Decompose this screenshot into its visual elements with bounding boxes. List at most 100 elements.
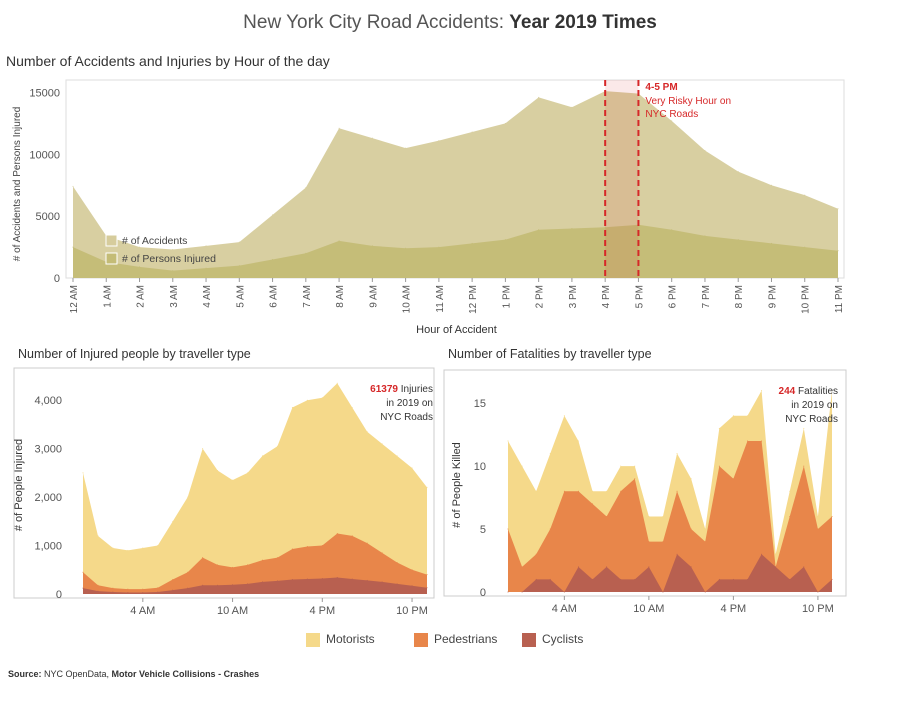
chart1-yaxis-label: # of Accidents and Persons Injured bbox=[12, 107, 23, 262]
chart2-point-1-14 bbox=[291, 548, 293, 550]
chart1-point-1-20 bbox=[737, 239, 739, 241]
chart3-point-2-20 bbox=[789, 578, 791, 580]
chart2-point-0-7 bbox=[187, 496, 189, 498]
chart2-point-1-16 bbox=[321, 545, 323, 547]
chart3-point-2-2 bbox=[535, 578, 537, 580]
chart1-point-0-9 bbox=[371, 137, 373, 139]
chart2-point-1-1 bbox=[97, 584, 99, 586]
chart1-point-0-4 bbox=[205, 245, 207, 247]
chart3-point-2-5 bbox=[577, 566, 579, 568]
chart3-point-2-21 bbox=[803, 566, 805, 568]
chart2-point-0-19 bbox=[366, 431, 368, 433]
chart2-point-1-18 bbox=[351, 535, 353, 537]
chart1-point-1-11 bbox=[438, 246, 440, 248]
chart1-highlight-text-line1: Very Risky Hour on bbox=[645, 96, 731, 107]
chart1-point-1-3 bbox=[172, 270, 174, 272]
chart3-xtick-label-0: 4 AM bbox=[552, 603, 577, 615]
chart3-point-0-23 bbox=[831, 390, 833, 392]
chart3-point-2-1 bbox=[521, 591, 523, 593]
chart3-ytick-label-3: 15 bbox=[474, 398, 486, 410]
chart2-point-0-22 bbox=[411, 467, 413, 469]
chart1-point-0-22 bbox=[804, 194, 806, 196]
chart1-point-0-18 bbox=[671, 120, 673, 122]
chart2-point-1-5 bbox=[157, 587, 159, 589]
chart3-point-1-6 bbox=[592, 503, 594, 505]
chart3-point-1-20 bbox=[789, 515, 791, 517]
chart2-ytick-label-4: 4,000 bbox=[34, 395, 62, 407]
chart1-point-1-21 bbox=[770, 242, 772, 244]
legend-label-pedestrians: Pedestrians bbox=[434, 632, 498, 646]
chart3-series-pedestrians-area bbox=[508, 440, 832, 592]
chart1-legend-swatch-0 bbox=[105, 234, 118, 247]
chart3-point-0-0 bbox=[507, 440, 509, 442]
chart3-point-1-4 bbox=[563, 490, 565, 492]
chart2-point-2-18 bbox=[351, 578, 353, 580]
chart3-point-0-10 bbox=[648, 515, 650, 517]
chart1-xtick-label-6: 6 AM bbox=[269, 285, 280, 308]
chart3-point-2-0 bbox=[507, 591, 509, 593]
chart1-point-0-8 bbox=[338, 127, 340, 129]
chart2-point-2-15 bbox=[306, 578, 308, 580]
chart2-point-2-5 bbox=[157, 591, 159, 593]
chart3-point-1-22 bbox=[817, 528, 819, 530]
chart2-point-1-8 bbox=[202, 557, 204, 559]
legend-item-cyclists[interactable]: Cyclists bbox=[522, 632, 583, 647]
chart1-point-1-10 bbox=[405, 247, 407, 249]
chart1-xtick-label-1: 1 AM bbox=[102, 285, 113, 308]
chart3-point-2-14 bbox=[704, 591, 706, 593]
chart2-annotation-number: 61379 bbox=[370, 384, 401, 395]
chart3-point-0-14 bbox=[704, 528, 706, 530]
chart2-point-1-11 bbox=[247, 564, 249, 566]
chart1-xtick-label-21: 9 PM bbox=[767, 285, 778, 308]
chart1-point-1-22 bbox=[804, 246, 806, 248]
chart1-point-0-12 bbox=[471, 131, 473, 133]
chart3-point-1-15 bbox=[718, 465, 720, 467]
chart2-xtick-label-3: 10 PM bbox=[396, 605, 428, 617]
chart3-point-0-11 bbox=[662, 515, 664, 517]
chart1-xtick-label-5: 5 AM bbox=[235, 285, 246, 308]
chart1-title: Number of Accidents and Injuries by Hour… bbox=[6, 53, 330, 69]
chart2-point-2-3 bbox=[127, 592, 129, 594]
chart1-point-1-12 bbox=[471, 242, 473, 244]
chart2-point-1-21 bbox=[396, 562, 398, 564]
chart3-point-1-17 bbox=[746, 440, 748, 442]
chart2-point-0-13 bbox=[276, 445, 278, 447]
source-label: Source: bbox=[8, 669, 42, 679]
chart1-xtick-label-13: 1 PM bbox=[501, 285, 512, 308]
source-dataset: Motor Vehicle Collisions - Crashes bbox=[111, 669, 260, 679]
chart1-point-0-23 bbox=[837, 208, 839, 210]
legend-label-motorists: Motorists bbox=[326, 632, 375, 646]
chart3-point-0-1 bbox=[521, 465, 523, 467]
chart3-point-0-17 bbox=[746, 415, 748, 417]
chart3-point-0-20 bbox=[789, 490, 791, 492]
chart3-annotation-word: Fatalities bbox=[798, 386, 838, 397]
chart1-point-0-19 bbox=[704, 150, 706, 152]
chart2-point-0-2 bbox=[112, 547, 114, 549]
title-prefix: New York City Road Accidents: bbox=[243, 12, 510, 33]
chart3-point-1-3 bbox=[549, 528, 551, 530]
chart2-point-2-23 bbox=[426, 587, 428, 589]
chart2-point-2-17 bbox=[336, 577, 338, 579]
chart1-xtick-label-4: 4 AM bbox=[202, 285, 213, 308]
chart3-point-1-16 bbox=[732, 478, 734, 480]
chart1-point-0-6 bbox=[272, 214, 274, 216]
legend-item-pedestrians[interactable]: Pedestrians bbox=[414, 632, 497, 647]
chart2-point-0-21 bbox=[396, 455, 398, 457]
chart2-point-1-13 bbox=[276, 557, 278, 559]
chart1-xtick-label-23: 11 PM bbox=[834, 285, 845, 313]
chart3-title: Number of Fatalities by traveller type bbox=[448, 347, 652, 361]
title-bold: Year 2019 Times bbox=[509, 12, 657, 33]
chart2-point-0-6 bbox=[172, 520, 174, 522]
chart3-point-1-13 bbox=[690, 528, 692, 530]
legend-item-motorists[interactable]: Motorists bbox=[306, 632, 375, 647]
chart2-point-2-14 bbox=[291, 578, 293, 580]
chart3-point-2-3 bbox=[549, 578, 551, 580]
chart3-point-1-11 bbox=[662, 541, 664, 543]
chart1-point-1-9 bbox=[371, 245, 373, 247]
chart3-point-0-3 bbox=[549, 453, 551, 455]
chart2-point-0-9 bbox=[217, 469, 219, 471]
chart2-point-1-10 bbox=[232, 566, 234, 568]
chart3-point-0-2 bbox=[535, 490, 537, 492]
chart3-point-1-5 bbox=[577, 490, 579, 492]
chart1-xtick-label-18: 6 PM bbox=[668, 285, 679, 308]
